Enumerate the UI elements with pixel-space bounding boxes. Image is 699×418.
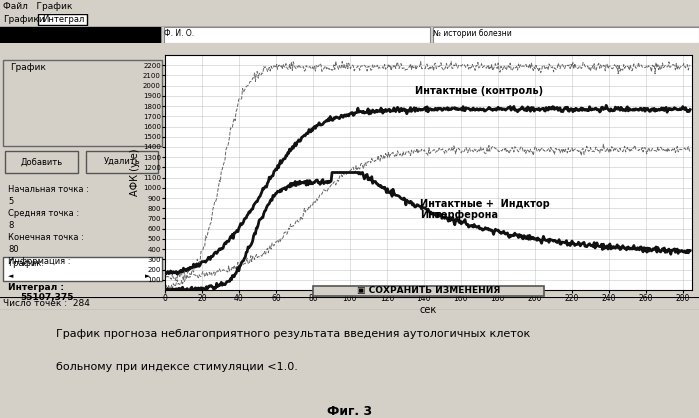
Bar xyxy=(433,27,699,43)
Bar xyxy=(0,27,161,43)
Text: Ф. И. О.: Ф. И. О. xyxy=(164,29,194,38)
Text: № истории болезни: № истории болезни xyxy=(433,29,512,38)
Text: ◄: ◄ xyxy=(8,273,13,279)
Text: ►: ► xyxy=(145,273,150,279)
Text: ▣ СОХРАНИТЬ ИЗМЕНЕНИЯ: ▣ СОХРАНИТЬ ИЗМЕНЕНИЯ xyxy=(356,286,500,295)
Text: Фиг. 3: Фиг. 3 xyxy=(327,405,372,418)
Bar xyxy=(0,27,161,43)
Text: Число точек :  284: Число точек : 284 xyxy=(3,299,90,308)
Text: Удалить: Удалить xyxy=(103,157,140,166)
Text: Конечная точка :: Конечная точка : xyxy=(8,232,84,242)
Bar xyxy=(3,257,161,280)
Text: Информация :: Информация : xyxy=(8,257,71,265)
Bar xyxy=(86,151,159,173)
Y-axis label: АФК (у.е): АФК (у.е) xyxy=(130,149,140,196)
Text: 5: 5 xyxy=(8,196,13,206)
Text: Интеграл: Интеграл xyxy=(42,15,84,24)
Bar xyxy=(3,60,161,146)
Text: Интактные +  Индктор
Интерферона: Интактные + Индктор Интерферона xyxy=(420,199,550,220)
Text: Средняя точка :: Средняя точка : xyxy=(8,209,80,218)
Text: 8: 8 xyxy=(8,221,13,229)
Text: График.: График. xyxy=(8,260,44,268)
Text: Графики: Графики xyxy=(3,15,45,24)
Text: Начальная точка :: Начальная точка : xyxy=(8,185,89,194)
X-axis label: сек: сек xyxy=(420,305,437,315)
Bar xyxy=(164,27,430,43)
Text: Интактные (контроль): Интактные (контроль) xyxy=(415,86,542,96)
Text: 55107,375: 55107,375 xyxy=(20,293,73,302)
Bar xyxy=(312,285,545,296)
Text: Дата: Дата xyxy=(3,29,24,38)
Text: Файл   График: Файл График xyxy=(3,2,73,11)
Text: 80: 80 xyxy=(8,245,19,254)
Bar xyxy=(5,151,78,173)
Text: График прогноза неблагоприятного результата введения аутологичных клеток: График прогноза неблагоприятного результ… xyxy=(56,329,530,339)
Text: Интеграл :: Интеграл : xyxy=(8,283,64,292)
Text: больному при индексе стимуляции <1.0.: больному при индексе стимуляции <1.0. xyxy=(56,362,298,372)
Text: График: График xyxy=(10,64,45,72)
Bar xyxy=(38,14,87,25)
Text: Добавить: Добавить xyxy=(20,157,62,166)
